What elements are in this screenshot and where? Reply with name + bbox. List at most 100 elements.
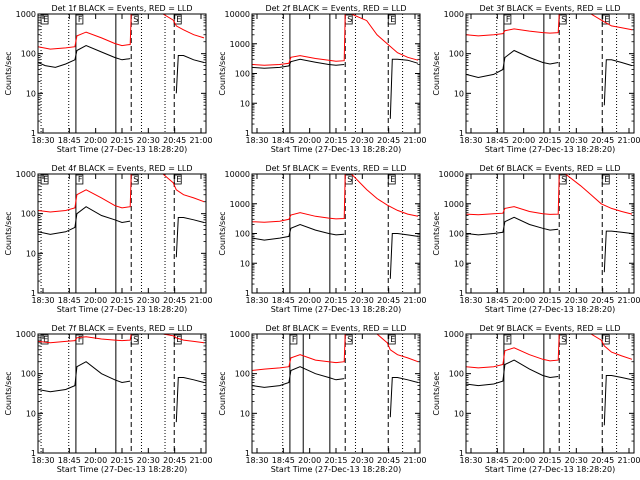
lld-series-line bbox=[38, 174, 205, 213]
chart-panel: Det 2f BLACK = Events, RED = LLD Counts/s… bbox=[218, 4, 427, 154]
x-axis-label: Start Time (27-Dec-13 18:28:20) bbox=[485, 465, 616, 474]
plot-frame bbox=[37, 333, 207, 454]
event-marker-label: S bbox=[561, 15, 566, 24]
x-tick-label: 18:45 bbox=[486, 136, 509, 145]
chart-title: Det 9f BLACK = Events, RED = LLD bbox=[479, 324, 620, 333]
lld-series-line bbox=[466, 334, 633, 369]
lld-series-line bbox=[252, 334, 419, 371]
y-tick-label: 100 bbox=[21, 370, 36, 379]
y-axis-label: Counts/sec bbox=[4, 51, 13, 95]
events-series-line bbox=[38, 45, 205, 94]
y-tick-label: 100 bbox=[235, 230, 250, 239]
x-tick-label: 20:00 bbox=[298, 456, 321, 465]
lld-series-line bbox=[38, 14, 205, 50]
y-axis-label: Counts/sec bbox=[218, 51, 227, 95]
chart-panel: Det 6f BLACK = Events, RED = LLD Counts/s… bbox=[432, 164, 640, 314]
y-tick-label: 1000 bbox=[444, 10, 464, 19]
event-marker-label: E bbox=[43, 335, 48, 344]
y-tick-label: 1 bbox=[31, 449, 36, 458]
y-tick-label: 1000 bbox=[444, 330, 464, 339]
event-marker-label: S bbox=[561, 175, 566, 184]
x-tick-label: 20:15 bbox=[110, 296, 133, 305]
y-tick-label: 10 bbox=[240, 409, 250, 418]
x-tick-label: 20:15 bbox=[538, 296, 561, 305]
x-tick-label: 20:15 bbox=[324, 136, 347, 145]
x-tick-label: 20:30 bbox=[137, 456, 160, 465]
y-tick-label: 100 bbox=[449, 370, 464, 379]
y-tick-label: 100 bbox=[449, 230, 464, 239]
plot-frame bbox=[37, 173, 207, 294]
x-tick-label: 18:45 bbox=[272, 456, 295, 465]
events-series-line bbox=[466, 216, 633, 273]
y-axis-label: Counts/sec bbox=[4, 211, 13, 255]
x-tick-label: 20:15 bbox=[324, 296, 347, 305]
event-marker-label: E bbox=[176, 335, 181, 344]
x-axis-label: Start Time (27-Dec-13 18:28:20) bbox=[57, 145, 188, 154]
event-marker-label: F bbox=[506, 15, 511, 24]
event-marker-box bbox=[173, 14, 182, 25]
x-tick-label: 18:45 bbox=[272, 296, 295, 305]
lld-series-line bbox=[38, 334, 205, 344]
events-series-line bbox=[466, 49, 633, 106]
y-tick-label: 10 bbox=[26, 89, 36, 98]
y-tick-label: 10000 bbox=[225, 10, 250, 19]
events-series-line bbox=[252, 58, 419, 119]
y-tick-label: 10 bbox=[240, 259, 250, 268]
x-tick-label: 18:45 bbox=[58, 456, 81, 465]
chart-panel: Det 4f BLACK = Events, RED = LLD Counts/s… bbox=[4, 164, 213, 314]
x-axis-label: Start Time (27-Dec-13 18:28:20) bbox=[271, 465, 402, 474]
x-tick-label: 21:00 bbox=[403, 296, 426, 305]
x-tick-label: 20:00 bbox=[512, 456, 535, 465]
event-marker-label: E bbox=[390, 175, 395, 184]
y-tick-label: 1 bbox=[459, 129, 464, 138]
chart-panel: Det 3f BLACK = Events, RED = LLD Counts/s… bbox=[432, 4, 640, 154]
x-tick-label: 20:45 bbox=[163, 296, 186, 305]
x-tick-label: 20:15 bbox=[538, 136, 561, 145]
event-marker-box bbox=[289, 334, 298, 345]
y-tick-label: 100 bbox=[235, 370, 250, 379]
chart-title: Det 8f BLACK = Events, RED = LLD bbox=[265, 324, 406, 333]
event-marker-box bbox=[75, 174, 84, 185]
event-marker-label: F bbox=[78, 335, 83, 344]
y-tick-label: 1000 bbox=[230, 200, 250, 209]
plot-frame bbox=[37, 13, 207, 134]
x-tick-label: 21:00 bbox=[403, 136, 426, 145]
x-axis-label: Start Time (27-Dec-13 18:28:20) bbox=[485, 145, 616, 154]
y-tick-label: 1000 bbox=[230, 40, 250, 49]
events-series-line bbox=[252, 366, 419, 418]
x-tick-label: 21:00 bbox=[617, 136, 640, 145]
y-tick-label: 1 bbox=[245, 289, 250, 298]
y-tick-label: 10 bbox=[26, 409, 36, 418]
x-tick-label: 20:00 bbox=[298, 296, 321, 305]
x-tick-label: 20:30 bbox=[137, 296, 160, 305]
y-axis-label: Counts/sec bbox=[218, 371, 227, 415]
y-axis-label: Counts/sec bbox=[4, 371, 13, 415]
x-tick-label: 18:30 bbox=[459, 296, 482, 305]
x-tick-label: 20:45 bbox=[377, 456, 400, 465]
event-marker-label: F bbox=[78, 15, 83, 24]
x-tick-label: 20:00 bbox=[512, 296, 535, 305]
y-tick-label: 10 bbox=[26, 249, 36, 258]
x-tick-label: 20:00 bbox=[84, 456, 107, 465]
event-marker-box bbox=[40, 14, 49, 25]
x-tick-label: 18:30 bbox=[245, 296, 268, 305]
event-marker-box bbox=[130, 334, 139, 345]
x-tick-label: 20:15 bbox=[324, 456, 347, 465]
x-tick-label: 18:30 bbox=[459, 136, 482, 145]
y-axis-label: Counts/sec bbox=[432, 371, 441, 415]
chart-panel: Det 1f BLACK = Events, RED = LLD Counts/s… bbox=[4, 4, 213, 154]
x-tick-label: 21:00 bbox=[189, 136, 212, 145]
x-tick-label: 18:30 bbox=[245, 136, 268, 145]
y-tick-label: 10000 bbox=[225, 170, 250, 179]
event-marker-label: E bbox=[176, 15, 181, 24]
event-marker-label: S bbox=[561, 335, 566, 344]
